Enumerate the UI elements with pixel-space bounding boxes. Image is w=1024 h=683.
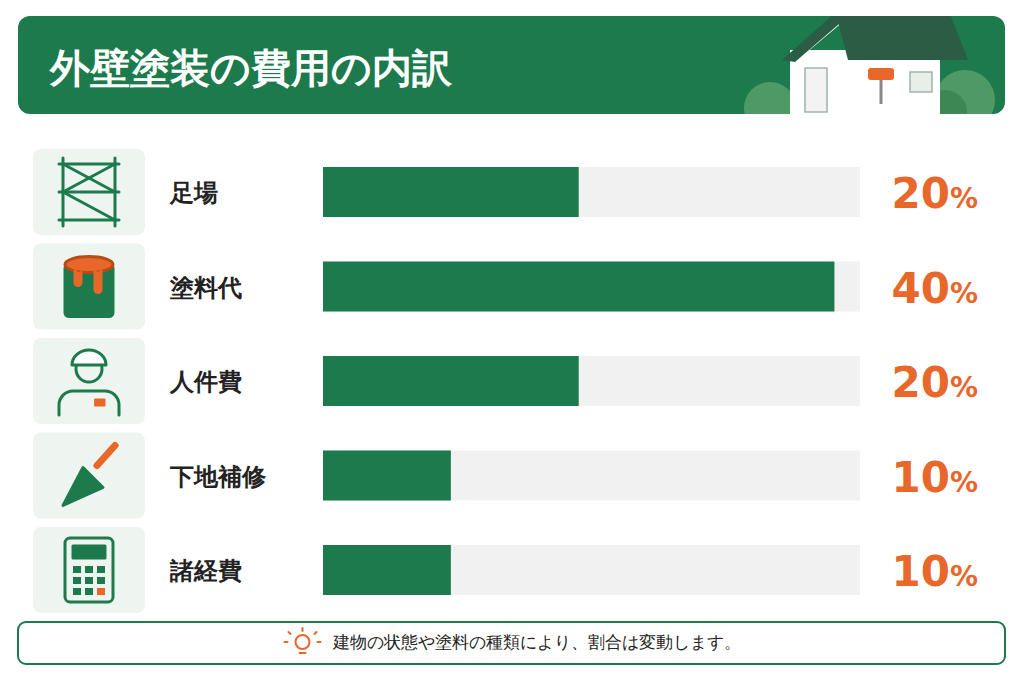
bulb [296, 635, 310, 649]
category-label: 諸経費 [169, 557, 242, 585]
icon-key [73, 566, 81, 573]
category-label: 人件費 [169, 368, 242, 396]
bar [323, 356, 579, 406]
icon-box [33, 149, 145, 235]
row-icon [65, 257, 113, 317]
icon-box [33, 338, 145, 424]
chart-root: 外壁塗装の費用の内訳足場 20% 塗料代 40% 人件費 20% 下地補修 10% 諸経費 10%… [0, 0, 1024, 683]
house-door [805, 68, 827, 112]
bar-track [323, 262, 860, 312]
category-label: 足場 [169, 179, 218, 207]
icon-key [73, 588, 81, 595]
note-icon [285, 628, 321, 653]
value-label: 20% [891, 358, 978, 407]
roller [868, 68, 894, 80]
chart-svg: 外壁塗装の費用の内訳足場 20% 塗料代 40% 人件費 20% 下地補修 10% 諸経費 10%… [0, 0, 1024, 683]
category-label: 塗料代 [169, 274, 242, 302]
bar-track [323, 451, 860, 501]
bar-track [323, 545, 860, 595]
icon-screen [73, 546, 105, 558]
icon-body [59, 391, 119, 415]
bar [323, 451, 451, 501]
bar [323, 262, 834, 312]
icon-line [63, 192, 115, 220]
icon-key [85, 577, 93, 584]
icon-key [85, 588, 93, 595]
roller-handle [880, 80, 883, 104]
row-icon [65, 538, 113, 602]
value-unit: % [950, 560, 978, 593]
icons [33, 149, 145, 613]
note-text: 建物の状態や塗料の種類により、割合は変動します。 [332, 632, 741, 652]
bars [323, 167, 834, 595]
value-unit: % [950, 466, 978, 499]
row-icon [59, 158, 119, 226]
bar-tracks [323, 167, 860, 595]
value-label: 10% [891, 453, 978, 502]
note-box [18, 622, 1005, 664]
value-number: 10 [891, 453, 949, 502]
house-roof-edge [782, 16, 846, 62]
value-number: 10 [891, 547, 949, 596]
icon-line [63, 164, 115, 192]
icon-handle [97, 446, 115, 466]
ray [315, 632, 317, 634]
icon-helmet [72, 350, 106, 365]
category-label: 下地補修 [169, 463, 267, 491]
bar-track [323, 167, 860, 217]
value-number: 40 [891, 264, 949, 313]
icon-drip [75, 271, 101, 293]
bush [744, 82, 796, 114]
value-unit: % [950, 182, 978, 215]
house-window [910, 72, 932, 92]
icon-box [33, 244, 145, 330]
row-icon [63, 446, 115, 506]
labels: 足場 20% 塗料代 40% 人件費 20% 下地補修 10% 諸経費 10% [169, 169, 978, 596]
bar [323, 167, 579, 217]
icon-line [63, 164, 115, 192]
row-icon [59, 350, 119, 415]
icon-key [97, 577, 105, 584]
value-label: 20% [891, 169, 978, 218]
value-label: 40% [891, 264, 978, 313]
value-label: 10% [891, 547, 978, 596]
house-illustration [744, 16, 995, 114]
icon-calc [65, 538, 113, 602]
icon-box [33, 433, 145, 519]
value-unit: % [950, 371, 978, 404]
icon-paint [65, 257, 113, 273]
icon-key [97, 566, 105, 573]
bulb-base [300, 652, 306, 654]
ray [318, 641, 321, 643]
house-roof [836, 16, 968, 60]
icon-box [33, 527, 145, 613]
icon-badge [95, 399, 105, 406]
bar [323, 545, 451, 595]
icon-key [97, 588, 105, 595]
bar-track [323, 356, 860, 406]
ray [285, 641, 288, 643]
value-number: 20 [891, 169, 949, 218]
value-unit: % [950, 277, 978, 310]
note: 建物の状態や塗料の種類により、割合は変動します。 [285, 628, 741, 653]
ray [302, 628, 304, 631]
icon-key [73, 577, 81, 584]
value-number: 20 [891, 358, 949, 407]
ray [289, 632, 291, 634]
chart-title: 外壁塗装の費用の内訳 [49, 45, 453, 91]
icon-blade [63, 468, 103, 506]
icon-key [85, 566, 93, 573]
